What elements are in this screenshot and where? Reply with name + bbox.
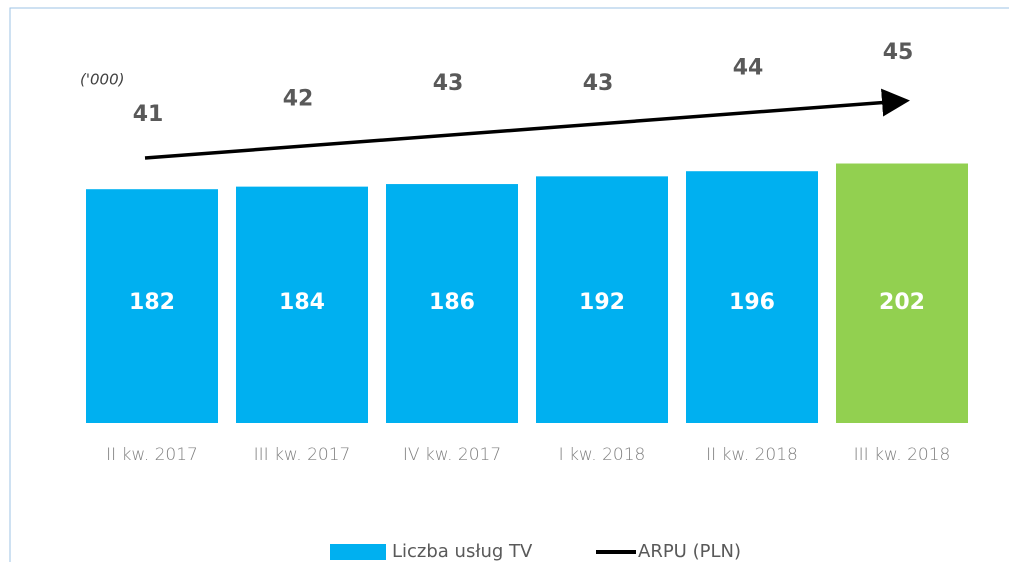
bar <box>236 186 368 423</box>
frame <box>9 7 1009 562</box>
arpu-value-label: 45 <box>883 40 914 65</box>
bar <box>86 189 218 423</box>
trend-arrow <box>144 88 910 160</box>
arpu-value-label: 44 <box>733 56 764 81</box>
bar <box>686 171 818 423</box>
bar-value-label: 196 <box>729 290 775 315</box>
arpu-value-label: 43 <box>433 71 464 96</box>
x-tick-label: II kw. 2017 <box>106 445 198 465</box>
unit-label: ('000) <box>80 71 124 89</box>
bar-value-label: 184 <box>279 290 325 315</box>
bar-value-label: 202 <box>879 290 925 315</box>
arpu-value-label: 42 <box>283 87 314 112</box>
bar <box>836 163 968 423</box>
x-tick-label: III kw. 2017 <box>254 445 351 465</box>
bar-value-label: 182 <box>129 290 175 315</box>
legend-label: Liczba usług TV <box>392 541 533 562</box>
bar <box>536 176 668 423</box>
legend-label: ARPU (PLN) <box>638 541 741 562</box>
x-tick-label: II kw. 2018 <box>706 445 798 465</box>
x-tick-label: IV kw. 2017 <box>403 445 501 465</box>
arpu-value-label: 43 <box>583 71 614 96</box>
legend-swatch <box>330 544 386 560</box>
bar-value-label: 192 <box>579 290 625 315</box>
x-tick-label: I kw. 2018 <box>559 445 646 465</box>
bar <box>386 184 518 423</box>
arpu-value-label: 41 <box>133 102 164 127</box>
x-tick-label: III kw. 2018 <box>854 445 951 465</box>
bar-value-label: 186 <box>429 290 475 315</box>
